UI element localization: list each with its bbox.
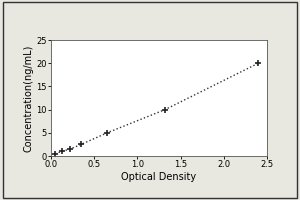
X-axis label: Optical Density: Optical Density <box>122 172 196 182</box>
Y-axis label: Concentration(ng/mL): Concentration(ng/mL) <box>24 44 34 152</box>
